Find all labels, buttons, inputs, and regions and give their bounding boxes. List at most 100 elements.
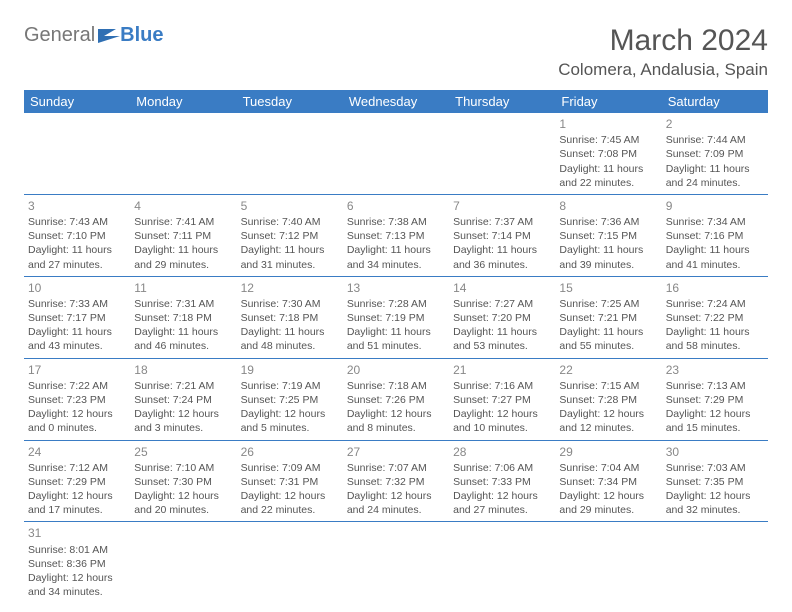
day-detail: Sunset: 7:32 PM	[347, 475, 445, 489]
calendar-cell: 30Sunrise: 7:03 AMSunset: 7:35 PMDayligh…	[662, 440, 768, 522]
day-detail: Daylight: 12 hours	[559, 489, 657, 503]
calendar-cell: 7Sunrise: 7:37 AMSunset: 7:14 PMDaylight…	[449, 194, 555, 276]
day-detail: Sunrise: 7:21 AM	[134, 379, 232, 393]
day-detail: and 27 minutes.	[453, 503, 551, 517]
day-detail: Daylight: 11 hours	[28, 243, 126, 257]
day-detail: and 5 minutes.	[241, 421, 339, 435]
calendar-cell: 4Sunrise: 7:41 AMSunset: 7:11 PMDaylight…	[130, 194, 236, 276]
day-detail: Daylight: 12 hours	[28, 571, 126, 585]
day-detail: Daylight: 11 hours	[559, 162, 657, 176]
day-detail: Sunrise: 7:12 AM	[28, 461, 126, 475]
day-detail: Sunrise: 7:16 AM	[453, 379, 551, 393]
day-detail: and 10 minutes.	[453, 421, 551, 435]
day-detail: Sunrise: 7:15 AM	[559, 379, 657, 393]
day-detail: Daylight: 12 hours	[666, 407, 764, 421]
day-detail: and 46 minutes.	[134, 339, 232, 353]
day-detail: Sunset: 7:21 PM	[559, 311, 657, 325]
day-detail: Daylight: 12 hours	[134, 489, 232, 503]
day-detail: Sunset: 7:29 PM	[666, 393, 764, 407]
day-detail: Sunrise: 7:13 AM	[666, 379, 764, 393]
day-detail: and 31 minutes.	[241, 258, 339, 272]
day-detail: Daylight: 12 hours	[28, 407, 126, 421]
day-detail: Sunset: 7:08 PM	[559, 147, 657, 161]
day-detail: and 34 minutes.	[347, 258, 445, 272]
day-detail: Sunrise: 7:44 AM	[666, 133, 764, 147]
calendar-cell	[449, 522, 555, 603]
day-number: 29	[559, 444, 657, 460]
day-detail: and 27 minutes.	[28, 258, 126, 272]
day-detail: Sunrise: 7:27 AM	[453, 297, 551, 311]
day-detail: Daylight: 12 hours	[241, 407, 339, 421]
day-number: 30	[666, 444, 764, 460]
day-detail: Sunset: 7:17 PM	[28, 311, 126, 325]
day-detail: and 32 minutes.	[666, 503, 764, 517]
day-header: Wednesday	[343, 90, 449, 113]
calendar-cell: 8Sunrise: 7:36 AMSunset: 7:15 PMDaylight…	[555, 194, 661, 276]
calendar-cell: 24Sunrise: 7:12 AMSunset: 7:29 PMDayligh…	[24, 440, 130, 522]
day-detail: and 58 minutes.	[666, 339, 764, 353]
calendar-cell: 16Sunrise: 7:24 AMSunset: 7:22 PMDayligh…	[662, 276, 768, 358]
day-number: 10	[28, 280, 126, 296]
day-detail: Daylight: 11 hours	[666, 162, 764, 176]
day-number: 1	[559, 116, 657, 132]
day-detail: Sunrise: 7:45 AM	[559, 133, 657, 147]
header: General Blue March 2024 Colomera, Andalu…	[24, 24, 768, 80]
calendar-cell	[237, 113, 343, 194]
day-number: 15	[559, 280, 657, 296]
day-number: 12	[241, 280, 339, 296]
day-detail: and 41 minutes.	[666, 258, 764, 272]
day-detail: Daylight: 11 hours	[347, 243, 445, 257]
day-number: 9	[666, 198, 764, 214]
day-detail: Sunset: 7:13 PM	[347, 229, 445, 243]
calendar-cell	[449, 113, 555, 194]
day-detail: Sunrise: 7:22 AM	[28, 379, 126, 393]
day-detail: and 8 minutes.	[347, 421, 445, 435]
day-detail: and 36 minutes.	[453, 258, 551, 272]
calendar-cell	[343, 522, 449, 603]
day-detail: Daylight: 11 hours	[666, 325, 764, 339]
calendar-week: 24Sunrise: 7:12 AMSunset: 7:29 PMDayligh…	[24, 440, 768, 522]
day-detail: Sunrise: 7:31 AM	[134, 297, 232, 311]
day-detail: Sunrise: 7:30 AM	[241, 297, 339, 311]
calendar-cell	[555, 522, 661, 603]
day-detail: Sunrise: 7:33 AM	[28, 297, 126, 311]
calendar-cell: 31Sunrise: 8:01 AMSunset: 8:36 PMDayligh…	[24, 522, 130, 603]
day-header: Tuesday	[237, 90, 343, 113]
day-detail: and 39 minutes.	[559, 258, 657, 272]
calendar-week: 10Sunrise: 7:33 AMSunset: 7:17 PM Dayligh…	[24, 276, 768, 358]
day-detail: Daylight: 12 hours	[347, 407, 445, 421]
day-detail: and 24 minutes.	[666, 176, 764, 190]
logo: General Blue	[24, 24, 164, 47]
day-detail: Sunset: 7:30 PM	[134, 475, 232, 489]
day-number: 11	[134, 280, 232, 296]
day-number: 19	[241, 362, 339, 378]
day-detail: Sunrise: 7:25 AM	[559, 297, 657, 311]
day-number: 22	[559, 362, 657, 378]
location: Colomera, Andalusia, Spain	[558, 60, 768, 80]
day-detail: Sunrise: 7:34 AM	[666, 215, 764, 229]
day-detail: Sunrise: 7:28 AM	[347, 297, 445, 311]
day-detail: Daylight: 12 hours	[347, 489, 445, 503]
day-detail: and 53 minutes.	[453, 339, 551, 353]
day-detail: Sunset: 7:11 PM	[134, 229, 232, 243]
day-detail: and 48 minutes.	[241, 339, 339, 353]
calendar-cell: 13Sunrise: 7:28 AMSunset: 7:19 PMDayligh…	[343, 276, 449, 358]
day-detail: Daylight: 11 hours	[134, 243, 232, 257]
title-block: March 2024 Colomera, Andalusia, Spain	[558, 24, 768, 80]
day-detail: Sunrise: 7:03 AM	[666, 461, 764, 475]
calendar-table: SundayMondayTuesdayWednesdayThursdayFrid…	[24, 90, 768, 603]
calendar-week: 3Sunrise: 7:43 AMSunset: 7:10 PMDaylight…	[24, 194, 768, 276]
day-number: 23	[666, 362, 764, 378]
day-detail: Sunrise: 7:10 AM	[134, 461, 232, 475]
day-number: 7	[453, 198, 551, 214]
logo-text-blue: Blue	[120, 24, 163, 47]
day-detail: and 3 minutes.	[134, 421, 232, 435]
day-detail: Daylight: 11 hours	[559, 325, 657, 339]
day-header: Friday	[555, 90, 661, 113]
logo-text-general: General	[24, 24, 95, 47]
calendar-cell	[343, 113, 449, 194]
flag-icon	[98, 26, 120, 42]
day-number: 24	[28, 444, 126, 460]
day-detail: and 29 minutes.	[134, 258, 232, 272]
day-number: 27	[347, 444, 445, 460]
